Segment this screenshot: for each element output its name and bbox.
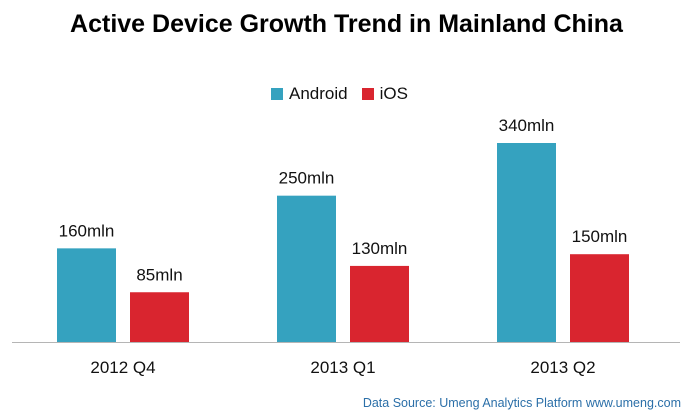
- bar-android-1: [277, 195, 336, 342]
- legend-item-android: Android: [271, 84, 348, 104]
- chart-legend: Android iOS: [0, 84, 693, 104]
- x-tick-label-1: 2013 Q1: [310, 358, 375, 377]
- legend-item-ios: iOS: [361, 84, 408, 104]
- x-tick-label-2: 2013 Q2: [530, 358, 595, 377]
- legend-swatch-ios: [361, 88, 374, 100]
- legend-label-ios: iOS: [379, 84, 408, 103]
- bar-ios-1: [350, 265, 409, 342]
- data-label-android-2: 340mln: [499, 116, 555, 135]
- data-label-ios-2: 150mln: [572, 227, 628, 246]
- bar-android-2: [497, 143, 556, 342]
- bar-ios-0: [130, 292, 189, 342]
- bar-android-0: [57, 248, 116, 342]
- data-label-ios-0: 85mln: [136, 265, 182, 284]
- data-label-android-1: 250mln: [279, 169, 335, 188]
- bar-ios-2: [570, 254, 629, 342]
- data-source-note: Data Source: Umeng Analytics Platform ww…: [362, 396, 681, 410]
- chart-title: Active Device Growth Trend in Mainland C…: [70, 10, 623, 38]
- data-label-android-0: 160mln: [59, 221, 115, 240]
- x-tick-label-0: 2012 Q4: [90, 358, 155, 377]
- data-label-ios-1: 130mln: [352, 239, 408, 258]
- legend-swatch-android: [271, 88, 284, 100]
- legend-label-android: Android: [289, 84, 348, 103]
